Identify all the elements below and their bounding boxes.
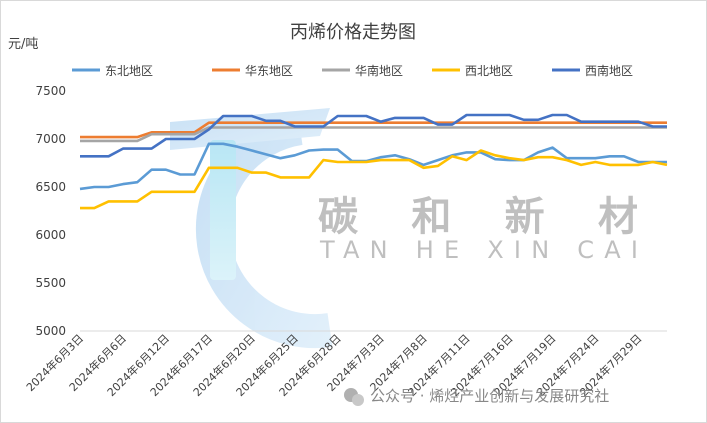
series-line-3 (80, 126, 667, 143)
series-line-5 (80, 113, 667, 158)
y-tick-label: 7000 (35, 132, 66, 146)
series-line-4 (80, 149, 668, 210)
y-axis-unit: 元/吨 (8, 37, 38, 52)
y-tick-label: 5000 (35, 324, 66, 338)
series-lines (79, 113, 668, 210)
chart-title: 丙烯价格走势图 (290, 22, 416, 43)
legend-label: 西北地区 (465, 64, 513, 78)
watermark-english: TAN HE XIN CAI (319, 236, 638, 264)
legend-label: 华南地区 (355, 63, 403, 78)
legend-label: 华东地区 (245, 64, 293, 78)
y-tick-label: 5500 (35, 276, 66, 290)
wechat-icon (344, 388, 364, 406)
series-line-2 (80, 121, 667, 139)
footer-account-name: 公众号 · 烯烃产业创新与发展研究社 (370, 387, 609, 405)
series-line-1 (79, 142, 667, 191)
legend-label: 西南地区 (585, 63, 633, 78)
y-axis: 5000 5500 6000 6500 7000 7500 (35, 84, 66, 338)
y-tick-label: 7500 (35, 84, 66, 98)
tanhe-logo-watermark (170, 108, 333, 349)
y-tick-label: 6000 (35, 228, 66, 242)
watermark-chinese: 碳 和 新 材 (318, 194, 638, 240)
y-tick-label: 6500 (35, 180, 66, 194)
legend-label: 东北地区 (105, 64, 153, 78)
legend: 东北地区 华东地区 华南地区 西北地区 西南地区 (72, 63, 633, 78)
